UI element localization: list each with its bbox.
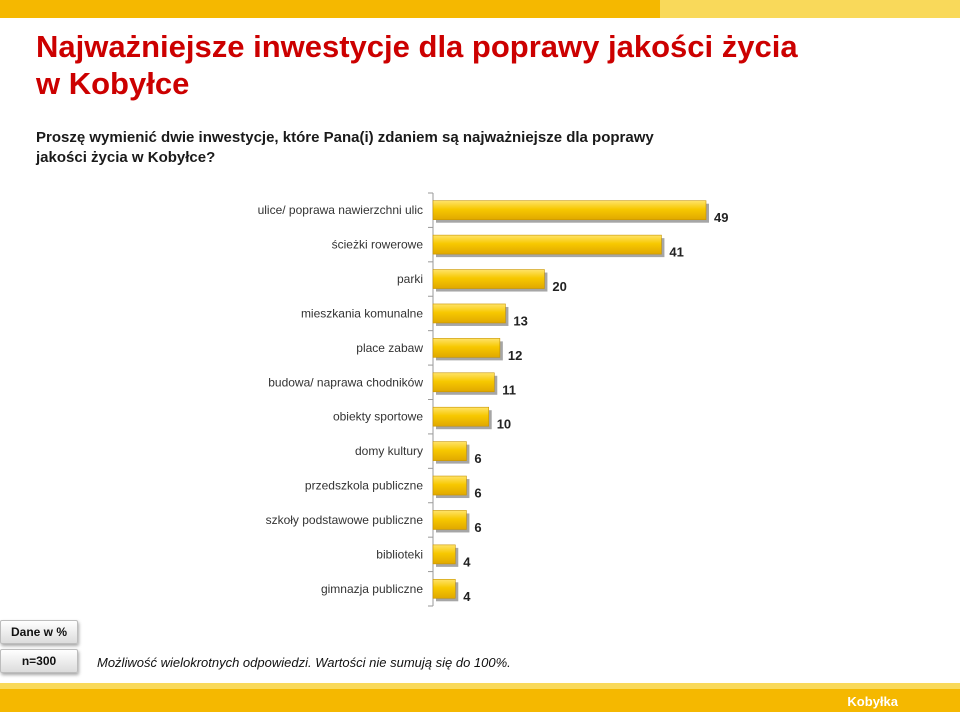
category-label: szkoły podstawowe publiczne	[266, 513, 424, 527]
data-label: 4	[463, 589, 471, 604]
data-label: 4	[463, 554, 471, 569]
page-title: Najważniejsze inwestycje dla poprawy jak…	[36, 28, 916, 102]
data-label: 13	[513, 313, 527, 328]
bar	[432, 200, 707, 221]
bar	[432, 544, 456, 565]
data-label: 20	[552, 279, 566, 294]
data-label: 10	[497, 417, 511, 432]
bottom-accent-bar-light	[0, 683, 960, 689]
survey-question: Proszę wymienić dwie inwestycje, które P…	[36, 128, 656, 168]
data-label: 11	[502, 382, 516, 397]
bar	[432, 269, 545, 289]
bar	[432, 303, 506, 324]
bar	[432, 372, 495, 393]
footnote: Możliwość wielokrotnych odpowiedzi. Wart…	[97, 655, 511, 670]
category-label: biblioteki	[376, 547, 423, 561]
category-label: ścieżki rowerowe	[332, 238, 424, 252]
bar	[432, 510, 467, 530]
data-label: 49	[714, 210, 728, 225]
category-label: obiekty sportowe	[333, 410, 423, 424]
category-label: domy kultury	[355, 444, 423, 458]
bar	[432, 338, 501, 358]
top-accent-bar	[0, 0, 660, 18]
bar	[432, 475, 467, 496]
page-title-line1: Najważniejsze inwestycje dla poprawy jak…	[36, 29, 798, 64]
data-unit-badge: Dane w %	[0, 620, 78, 644]
top-accent-bar-light	[660, 0, 960, 18]
page-title-line2: w Kobyłce	[36, 66, 190, 101]
data-label: 6	[474, 486, 481, 501]
category-label: przedszkola publiczne	[305, 479, 423, 493]
bar	[432, 406, 490, 427]
data-label: 12	[508, 348, 522, 363]
bar	[432, 234, 662, 255]
brand-label: Kobyłka	[847, 694, 898, 709]
data-label: 6	[474, 520, 481, 535]
category-label: gimnazja publiczne	[321, 582, 423, 596]
data-label: 6	[474, 451, 481, 466]
survey-question-line2: jakości życia w Kobyłce?	[36, 149, 216, 166]
category-label: place zabaw	[356, 341, 423, 355]
category-label: parki	[397, 272, 423, 286]
bar	[432, 441, 467, 461]
data-label: 41	[669, 245, 683, 260]
category-label: budowa/ naprawa chodników	[268, 375, 423, 389]
bar	[432, 578, 456, 599]
sample-size-badge: n=300	[0, 649, 78, 673]
survey-question-line1: Proszę wymienić dwie inwestycje, które P…	[36, 129, 654, 146]
category-label: mieszkania komunalne	[301, 306, 423, 320]
category-label: ulice/ poprawa nawierzchni ulic	[258, 203, 423, 217]
